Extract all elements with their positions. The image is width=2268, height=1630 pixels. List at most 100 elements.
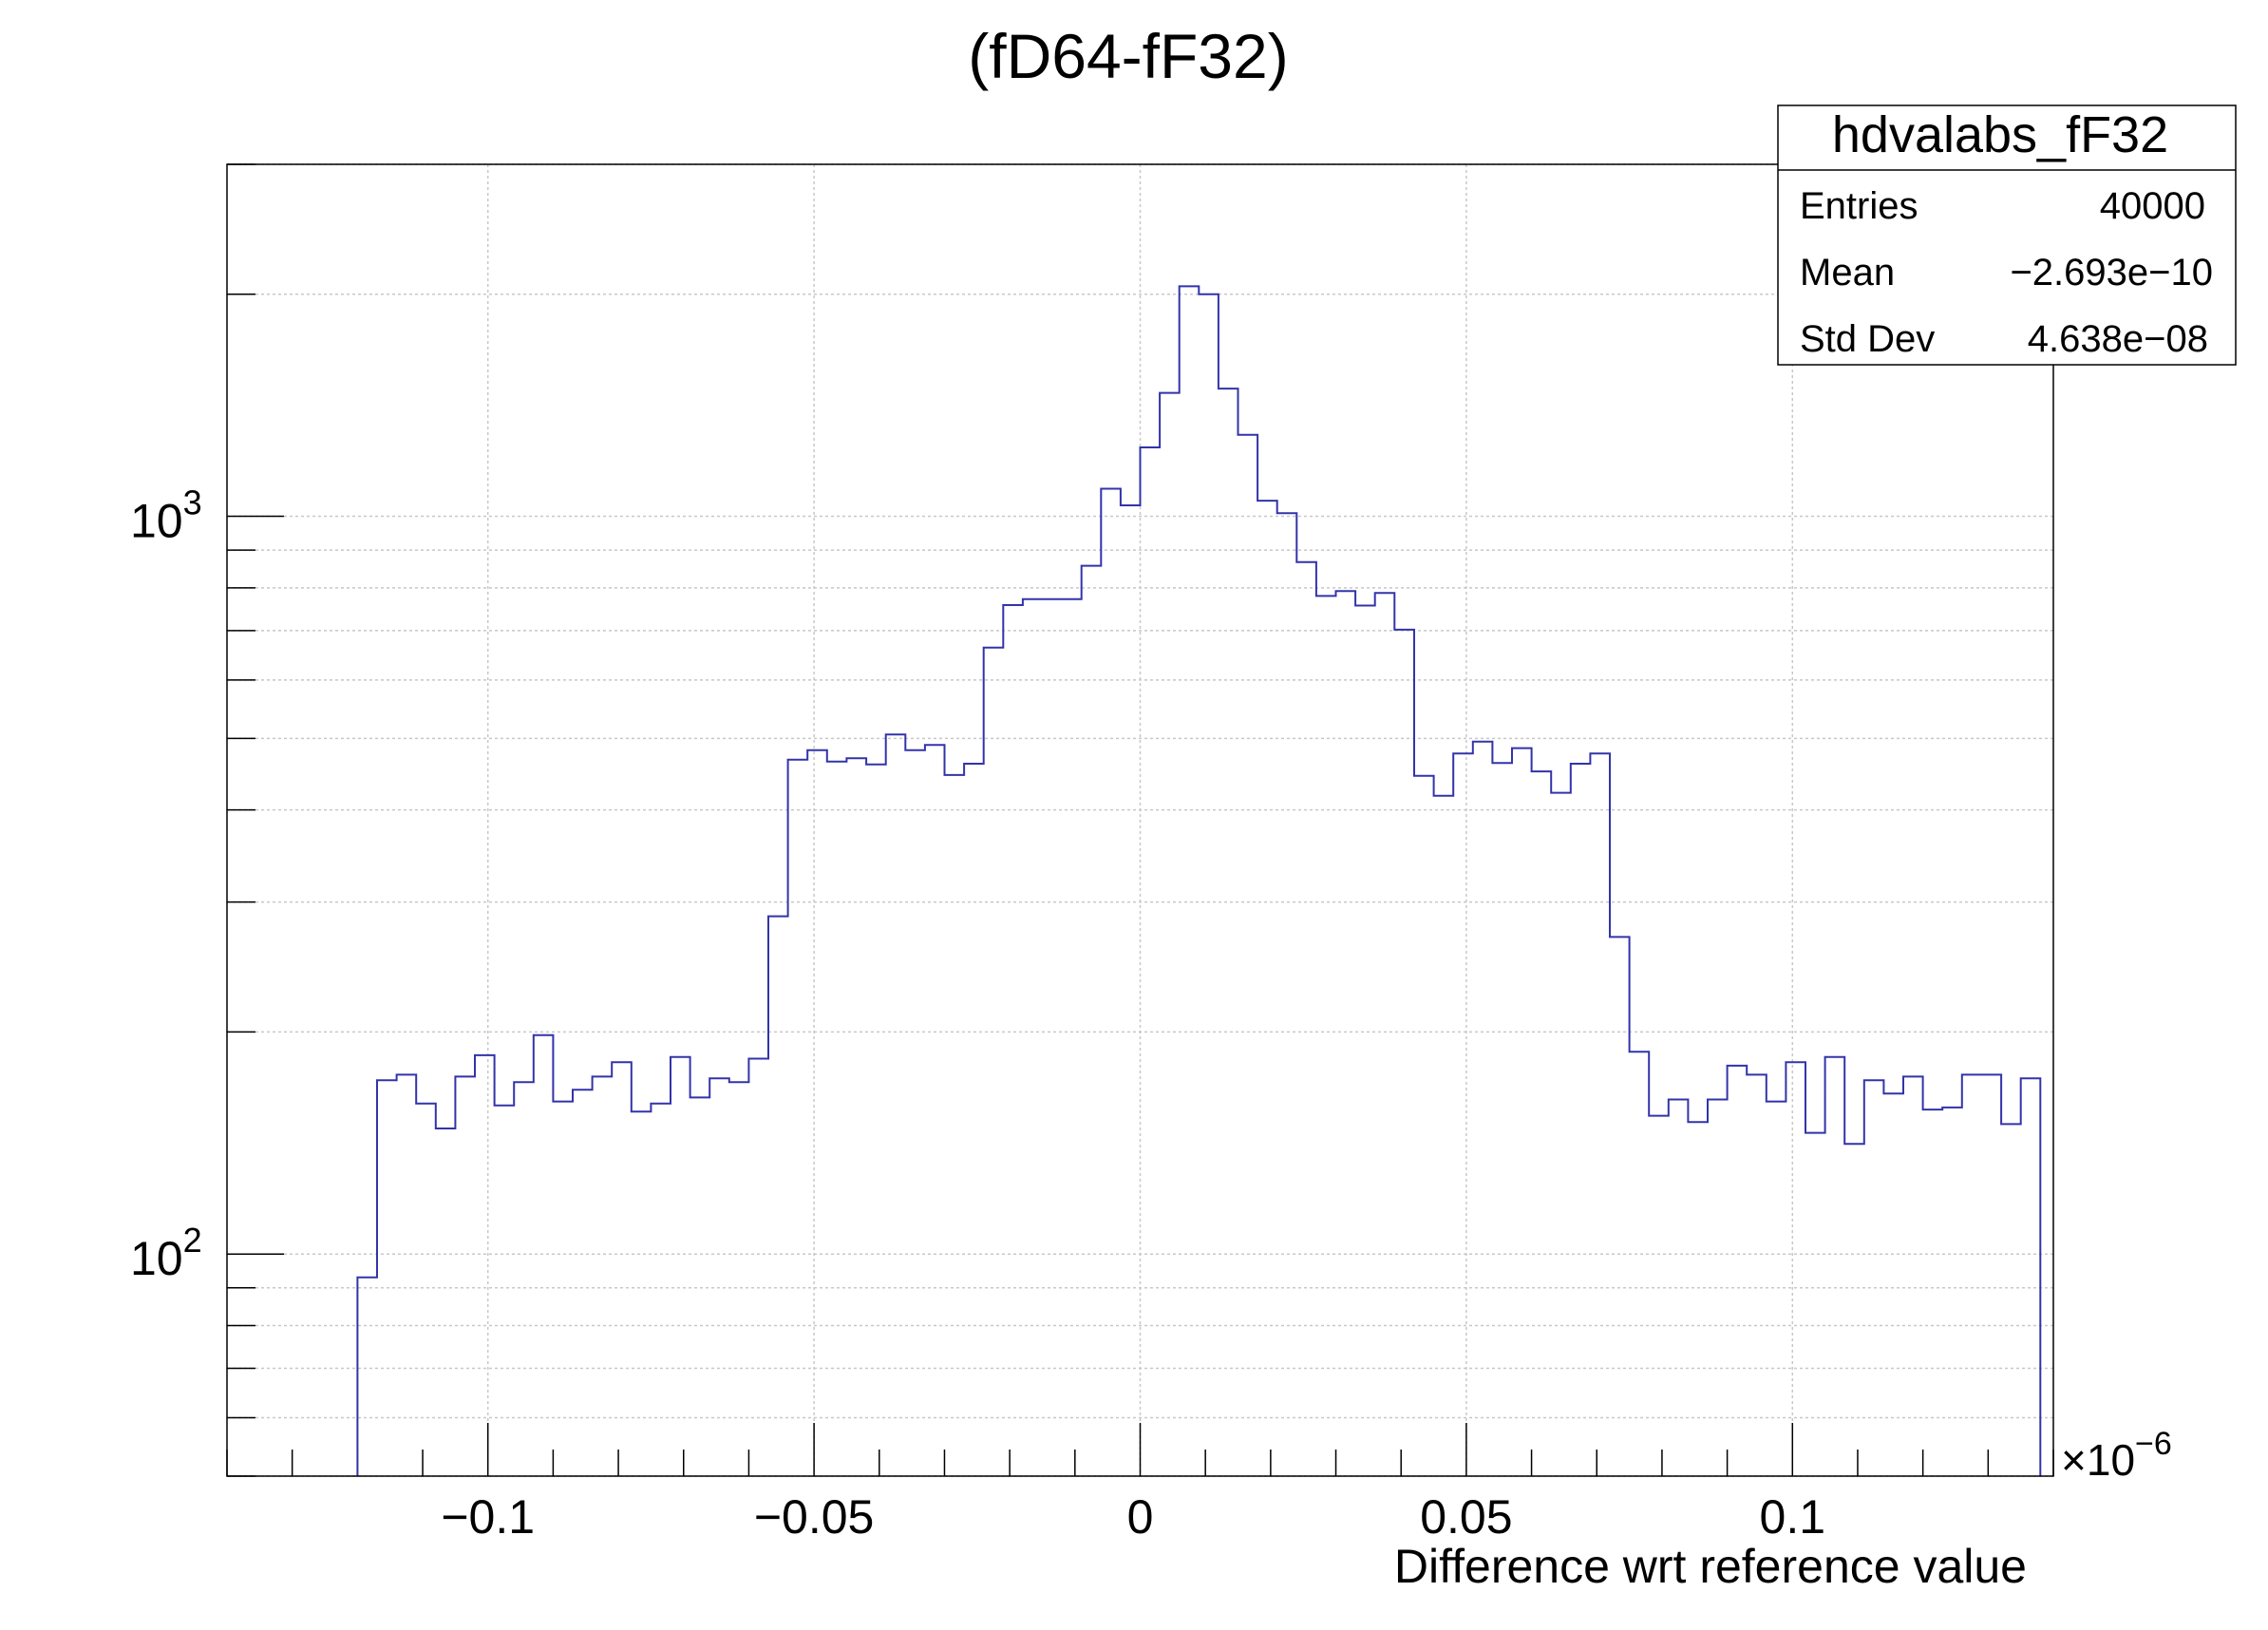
histogram-bin — [1786, 1062, 1805, 1476]
histogram-bin — [651, 1104, 671, 1476]
histogram-bin — [1101, 489, 1121, 1477]
histogram-bin — [925, 745, 945, 1476]
histogram-bin — [1590, 753, 1610, 1476]
histogram-bin — [1180, 286, 1200, 1476]
y-tick-label: 102 — [130, 1221, 202, 1285]
histogram-bin — [455, 1076, 475, 1476]
histogram-bin — [612, 1062, 632, 1476]
x-axis-exponent-power: −6 — [2135, 1426, 2172, 1462]
histogram-bin — [1630, 1052, 1650, 1476]
histogram-bin — [788, 760, 808, 1476]
histogram-bin — [964, 764, 984, 1476]
histogram-bin — [593, 1076, 613, 1476]
histogram-bin — [1708, 1100, 1728, 1477]
histogram-bin — [1434, 796, 1454, 1476]
histogram-bin — [905, 750, 925, 1476]
histogram-bin — [1336, 591, 1356, 1476]
histogram-bin — [357, 1278, 377, 1476]
histogram-bin — [553, 1102, 573, 1476]
stats-box-frame — [1777, 104, 2237, 366]
histogram-bin — [807, 750, 827, 1476]
histogram-bin — [1492, 763, 1512, 1476]
x-axis-exponent: ×10−6 — [2061, 1426, 2172, 1485]
histogram-bin — [2021, 1078, 2041, 1476]
histogram-bin — [1688, 1122, 1708, 1476]
histogram-bin — [377, 1080, 397, 1476]
histogram-bin — [1160, 393, 1180, 1476]
histogram-bin — [690, 1097, 710, 1476]
histogram-bin — [495, 1106, 515, 1476]
histogram-bin — [768, 917, 788, 1476]
histogram-bin — [1375, 593, 1395, 1476]
histogram-bin — [534, 1035, 554, 1476]
histogram-bin — [632, 1111, 652, 1476]
histogram-bin — [729, 1082, 749, 1476]
stats-entries-value: 40000 — [2100, 185, 2205, 227]
histogram-bin — [1238, 435, 1258, 1476]
histogram-bin — [436, 1128, 456, 1476]
histogram-bin — [1355, 606, 1375, 1477]
stats-box: hdvalabs_fF32 Entries 40000 Mean −2.693e… — [1777, 104, 2237, 366]
histogram-bin — [1003, 605, 1023, 1476]
plot-frame — [226, 163, 2054, 1477]
histogram-bin — [1414, 776, 1434, 1476]
y-tick-label-base: 10 — [130, 1232, 183, 1285]
histogram-bin — [1316, 596, 1336, 1476]
histogram-bin — [1043, 599, 1063, 1476]
histogram-bin — [1767, 1102, 1786, 1476]
x-tick-label: −0.05 — [754, 1490, 875, 1544]
histogram-bin — [1923, 1109, 1943, 1476]
stats-stddev-label: Std Dev — [1800, 318, 1935, 360]
histogram-bin — [573, 1090, 593, 1476]
y-tick-label-exponent: 2 — [183, 1221, 202, 1260]
x-tick-label: 0.1 — [1760, 1490, 1826, 1544]
histogram-bin — [1825, 1057, 1845, 1476]
histogram-bin — [1982, 1074, 2002, 1476]
histogram-bin — [1512, 749, 1532, 1476]
histogram-bin — [1257, 501, 1277, 1476]
histogram-line — [356, 285, 2042, 1476]
histogram-bin — [1571, 764, 1591, 1476]
histogram-bin — [1121, 505, 1141, 1476]
histogram-bin — [984, 648, 1004, 1476]
stats-entries-label: Entries — [1800, 185, 1918, 227]
histogram-bin — [1296, 562, 1316, 1476]
chart-title: (fD64-fF32) — [968, 21, 1288, 91]
x-axis-exponent-base: ×10 — [2061, 1435, 2135, 1485]
y-tick-label-exponent: 3 — [183, 483, 202, 522]
histogram-bin — [1141, 447, 1161, 1476]
histogram-bin — [1649, 1116, 1669, 1476]
histogram-bin — [1199, 294, 1219, 1476]
histogram-bin — [1082, 566, 1102, 1476]
histogram-bin — [1219, 389, 1238, 1476]
histogram-bin — [416, 1104, 436, 1476]
histogram-bin — [827, 762, 847, 1476]
histogram-bin — [1023, 599, 1043, 1476]
histogram-bin — [1669, 1100, 1689, 1477]
x-tick-label: −0.1 — [441, 1490, 535, 1544]
histogram-bin — [846, 758, 866, 1476]
histogram-bin — [475, 1055, 495, 1476]
axis-ticks — [226, 163, 2054, 1477]
x-tick-label: 0.05 — [1420, 1490, 1512, 1544]
histogram-bin — [1453, 753, 1473, 1476]
y-tick-label: 103 — [130, 483, 202, 548]
histogram-bin — [709, 1078, 729, 1476]
x-axis-title: Difference wrt reference value — [1394, 1540, 2027, 1593]
histogram-bin — [1844, 1144, 1864, 1476]
histogram-bin — [671, 1057, 690, 1476]
histogram-bin — [1062, 599, 1082, 1476]
histogram-bin — [886, 734, 906, 1476]
stats-box-title: hdvalabs_fF32 — [1832, 106, 2168, 163]
histogram-bin — [2001, 1124, 2021, 1476]
histogram-bin — [1942, 1108, 1962, 1476]
histogram-bin — [397, 1074, 417, 1476]
histogram-bin — [1532, 771, 1552, 1476]
histogram-bin — [1903, 1076, 1923, 1476]
x-tick-labels: −0.1 −0.05 0 0.05 0.1 — [441, 1490, 1825, 1544]
y-tick-label-base: 10 — [130, 495, 183, 548]
histogram-bin — [1551, 793, 1571, 1476]
histogram-bin — [1883, 1093, 1903, 1476]
